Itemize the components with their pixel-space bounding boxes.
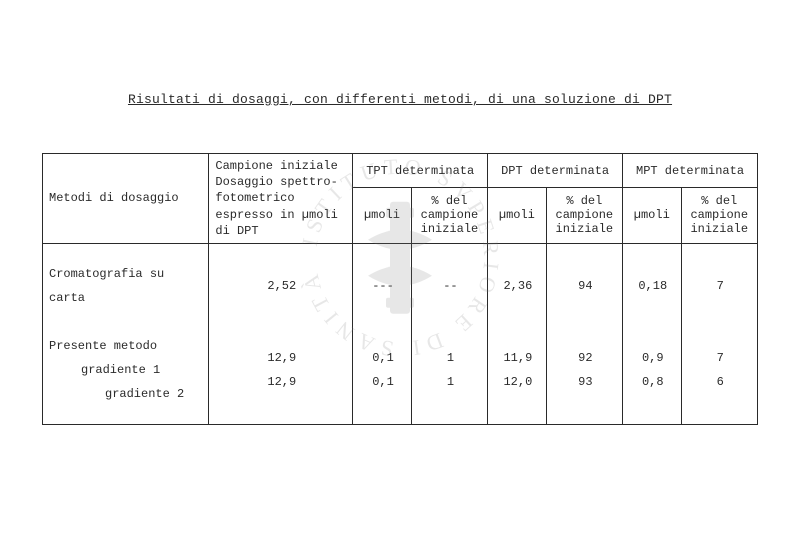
cell-value: --: [443, 279, 457, 293]
tpt-pct-cell: -- 1 1: [411, 243, 487, 424]
cell-value: 0,18: [638, 279, 667, 293]
dpt-pct-cell: 94 92 93: [546, 243, 622, 424]
document-page: Risultati di dosaggi, con differenti met…: [0, 0, 800, 425]
cell-value: 6: [717, 375, 724, 389]
tpt-pct-header: % del campione iniziale: [411, 188, 487, 244]
cell-value: 11,9: [503, 351, 532, 365]
table-row: Cromatografia su carta Presente metodo g…: [43, 243, 758, 424]
cell-value: 12,9: [267, 351, 296, 365]
method-cell: Cromatografia su carta Presente metodo g…: [43, 243, 209, 424]
col-mpt-header: MPT determinata: [623, 154, 758, 188]
cell-value: 0,1: [372, 351, 394, 365]
cell-value: 1: [447, 375, 454, 389]
cell-value: 1: [447, 351, 454, 365]
page-title: Risultati di dosaggi, con differenti met…: [42, 92, 758, 107]
sample-cell: 2,52 12,9 12,9: [209, 243, 353, 424]
cell-value: 12,9: [267, 375, 296, 389]
cell-value: 7: [717, 279, 724, 293]
mpt-pct-cell: 7 7 6: [681, 243, 758, 424]
mpt-umoli-cell: 0,18 0,9 0,8: [623, 243, 681, 424]
cell-value: 94: [578, 279, 592, 293]
col-sample-header: Campione iniziale Dosaggio spettro-fotom…: [209, 154, 353, 244]
cell-value: 2,36: [503, 279, 532, 293]
col-dpt-header: DPT determinata: [488, 154, 623, 188]
tpt-umoli-cell: --- 0,1 0,1: [353, 243, 411, 424]
mpt-pct-header: % del campione iniziale: [681, 188, 758, 244]
cell-value: 12,0: [503, 375, 532, 389]
row-method-label: gradiente 2: [49, 382, 184, 406]
cell-value: 0,1: [372, 375, 394, 389]
col-tpt-header: TPT determinata: [353, 154, 488, 188]
cell-value: 92: [578, 351, 592, 365]
results-table: Metodi di dosaggio Campione iniziale Dos…: [42, 153, 758, 425]
tpt-umoli-header: µmoli: [353, 188, 411, 244]
cell-value: 0,9: [642, 351, 664, 365]
dpt-umoli-header: µmoli: [488, 188, 546, 244]
row-method-label: gradiente 1: [49, 358, 160, 382]
cell-value: 7: [717, 351, 724, 365]
row-method-label: Cromatografia su carta: [49, 267, 164, 305]
dpt-umoli-cell: 2,36 11,9 12,0: [488, 243, 546, 424]
header-row-1: Metodi di dosaggio Campione iniziale Dos…: [43, 154, 758, 188]
cell-value: 0,8: [642, 375, 664, 389]
dpt-pct-header: % del campione iniziale: [546, 188, 622, 244]
row-method-group-label: Presente metodo: [49, 339, 157, 353]
mpt-umoli-header: µmoli: [623, 188, 681, 244]
cell-value: 2,52: [267, 279, 296, 293]
col-method-header: Metodi di dosaggio: [43, 154, 209, 244]
cell-value: ---: [372, 279, 394, 293]
cell-value: 93: [578, 375, 592, 389]
